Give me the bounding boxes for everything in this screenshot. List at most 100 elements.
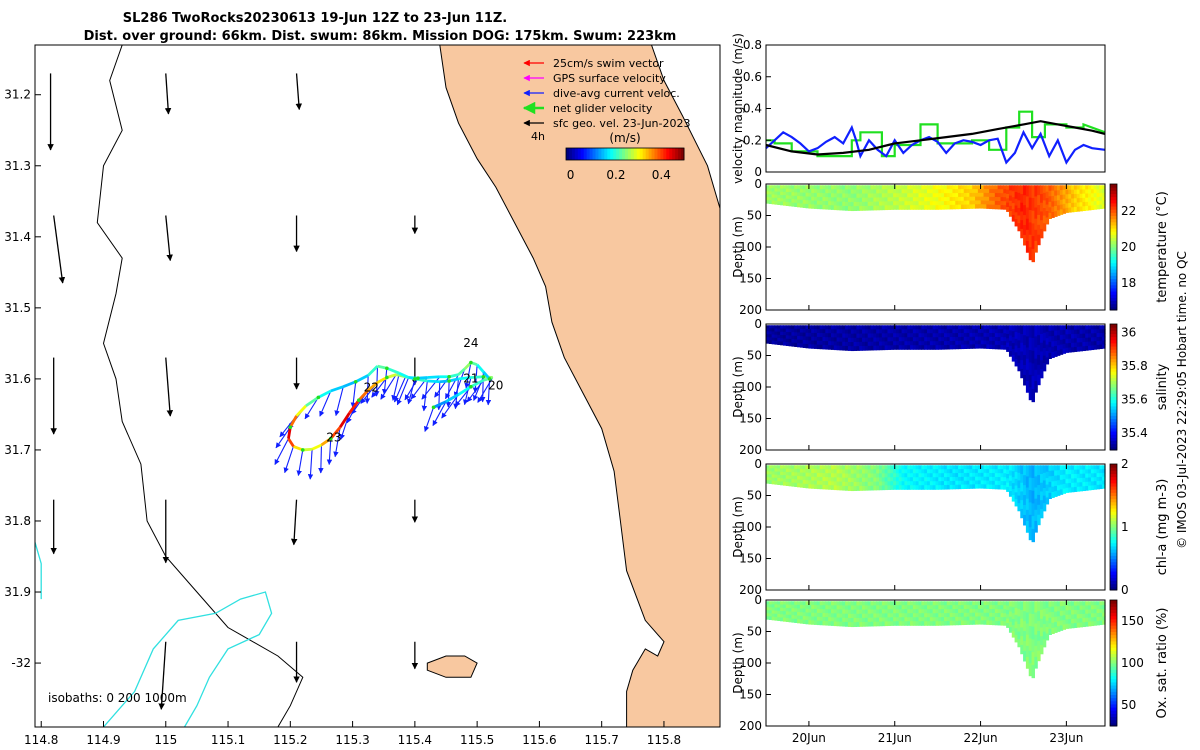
section-cell bbox=[1011, 337, 1016, 344]
section-cell bbox=[963, 480, 968, 486]
section-cell bbox=[980, 332, 985, 338]
section-cell bbox=[782, 188, 787, 193]
section-cell bbox=[853, 189, 857, 195]
section-cell bbox=[941, 193, 945, 198]
section-cell bbox=[989, 332, 993, 338]
section-cell bbox=[856, 206, 860, 211]
section-cell bbox=[1088, 337, 1092, 343]
section-cell bbox=[943, 477, 948, 482]
section-cell bbox=[1045, 490, 1050, 499]
section-cell bbox=[1006, 618, 1010, 624]
section-cell bbox=[1093, 609, 1098, 614]
section-cell bbox=[1062, 465, 1067, 471]
section-cell bbox=[819, 601, 824, 606]
section-cell bbox=[915, 185, 920, 190]
section-cell bbox=[884, 201, 889, 207]
section-cell bbox=[907, 609, 911, 614]
section-y-tick-label: 0 bbox=[754, 317, 762, 331]
section-cell bbox=[1054, 627, 1058, 633]
section-cell bbox=[927, 333, 931, 338]
section-cell bbox=[1062, 605, 1067, 612]
section-cell bbox=[980, 605, 985, 610]
section-cell bbox=[873, 189, 877, 195]
section-cell bbox=[1003, 185, 1007, 190]
section-cell bbox=[1056, 185, 1061, 191]
section-cell bbox=[828, 205, 832, 210]
net-velocity-marker bbox=[385, 366, 389, 371]
section-cell bbox=[935, 329, 939, 334]
section-cell bbox=[986, 601, 990, 606]
section-cell bbox=[1096, 344, 1100, 350]
section-colorbar-cell bbox=[1110, 243, 1117, 248]
section-cell bbox=[864, 613, 869, 619]
section-cell bbox=[1023, 185, 1027, 196]
day-label: 24 bbox=[463, 336, 478, 350]
section-cell bbox=[836, 329, 841, 334]
section-cell bbox=[907, 621, 911, 626]
section-cell bbox=[802, 188, 807, 194]
section-cell bbox=[955, 605, 959, 610]
section-cell bbox=[1051, 195, 1055, 202]
section-cell bbox=[941, 473, 945, 478]
section-cell bbox=[1040, 351, 1044, 361]
section-cell bbox=[901, 189, 906, 194]
section-cell bbox=[1054, 606, 1058, 613]
section-cell bbox=[816, 469, 821, 474]
section-cell bbox=[918, 601, 922, 606]
section-cell bbox=[949, 193, 954, 198]
section-cell bbox=[997, 197, 1002, 202]
section-cell bbox=[904, 469, 908, 474]
net-velocity-marker bbox=[328, 436, 333, 441]
section-cell bbox=[873, 617, 877, 623]
section-cell bbox=[977, 332, 982, 338]
section-cell bbox=[918, 189, 922, 194]
section-cell bbox=[847, 473, 852, 479]
section-cell bbox=[1023, 601, 1027, 612]
section-cell bbox=[935, 201, 939, 206]
section-cell bbox=[927, 189, 931, 194]
section-cell bbox=[1028, 337, 1033, 351]
section-cell bbox=[799, 604, 804, 610]
section-cell bbox=[1011, 471, 1016, 478]
section-cell bbox=[830, 193, 835, 198]
section-cell bbox=[1020, 202, 1024, 213]
section-cell bbox=[879, 197, 883, 203]
section-cell bbox=[893, 477, 897, 482]
section-cell bbox=[943, 473, 948, 478]
section-cell bbox=[1096, 329, 1100, 334]
legend-colorbar-title: (m/s) bbox=[609, 131, 640, 145]
section-cell bbox=[1068, 334, 1072, 340]
section-cell bbox=[890, 605, 894, 610]
section-cell bbox=[1093, 329, 1098, 334]
section-cell bbox=[1090, 617, 1095, 623]
section-cell bbox=[946, 185, 951, 190]
section-cell bbox=[1042, 472, 1047, 482]
section-cell bbox=[955, 340, 959, 346]
section-cell bbox=[929, 341, 934, 346]
section-cell bbox=[1025, 347, 1030, 360]
section-cell bbox=[960, 192, 965, 198]
current-vector bbox=[396, 377, 410, 406]
section-cell bbox=[1082, 329, 1086, 335]
section-colorbar-cell bbox=[1110, 303, 1117, 308]
section-cell bbox=[814, 189, 818, 194]
section-cell bbox=[1034, 498, 1038, 511]
section-cell bbox=[975, 344, 979, 349]
section-cell bbox=[785, 195, 790, 200]
legend-colorbar-cell bbox=[598, 148, 602, 160]
section-cell bbox=[997, 473, 1002, 478]
section-cell bbox=[1000, 621, 1004, 626]
section-cell bbox=[1006, 342, 1010, 348]
section-cell bbox=[788, 601, 793, 606]
section-cell bbox=[1011, 625, 1016, 632]
section-cell bbox=[1034, 207, 1038, 220]
section-cell bbox=[1008, 627, 1013, 633]
section-cell bbox=[1090, 189, 1095, 194]
section-cell bbox=[833, 189, 838, 194]
section-cell bbox=[960, 616, 965, 622]
section-cell bbox=[1017, 608, 1021, 617]
section-cell bbox=[862, 605, 866, 611]
section-cell bbox=[907, 601, 911, 606]
section-cell bbox=[799, 601, 804, 606]
section-cell bbox=[1017, 355, 1021, 364]
